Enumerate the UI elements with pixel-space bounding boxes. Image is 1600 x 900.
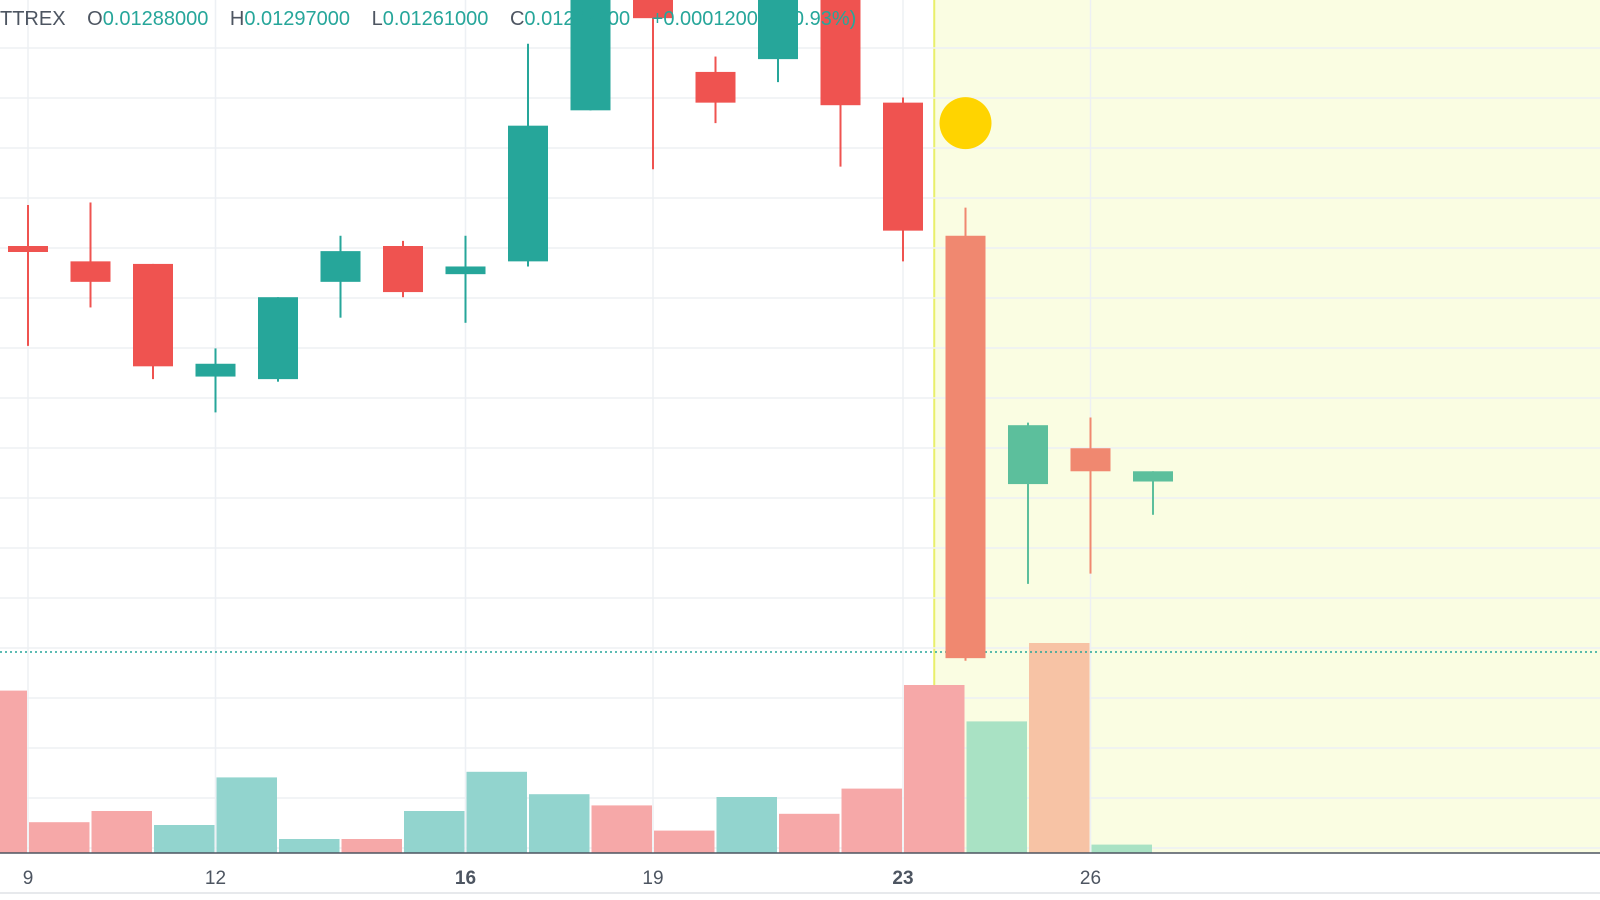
volume-bar bbox=[591, 805, 652, 853]
symbol-label: TTREX bbox=[0, 8, 66, 30]
candle-body bbox=[883, 102, 923, 231]
candle-body bbox=[633, 0, 673, 19]
volume-bar bbox=[404, 811, 465, 853]
x-tick-label: 19 bbox=[642, 868, 663, 889]
candle-body bbox=[1008, 425, 1048, 485]
candle-body bbox=[758, 0, 798, 60]
close-value: 0.01297000 bbox=[524, 8, 631, 30]
change-value: +0.00012000 (+0.93%) bbox=[651, 8, 857, 30]
candle-body bbox=[320, 251, 361, 282]
candle-body bbox=[70, 261, 111, 282]
volume-bar bbox=[779, 813, 840, 853]
volume-bar bbox=[841, 788, 902, 853]
high-label: H bbox=[229, 8, 245, 30]
volume-bar bbox=[91, 811, 152, 853]
volume-bar bbox=[1091, 844, 1152, 853]
volume-bar bbox=[154, 825, 215, 853]
x-tick-label: 12 bbox=[205, 868, 226, 889]
volume-bar bbox=[716, 797, 777, 853]
candle-body bbox=[195, 363, 236, 377]
low-value: 0.01261000 bbox=[382, 8, 489, 30]
volume-bar bbox=[216, 777, 277, 853]
x-axis: 9 12 16 19 23 26 bbox=[0, 852, 1600, 894]
volume-bar bbox=[966, 721, 1027, 853]
x-tick-label: 23 bbox=[892, 868, 913, 889]
volume-bar bbox=[466, 771, 527, 853]
candles bbox=[8, 0, 1173, 661]
candle-body bbox=[383, 246, 423, 293]
x-tick-label: 9 bbox=[23, 868, 34, 889]
volume-bar bbox=[0, 690, 27, 853]
candle-body bbox=[820, 0, 861, 106]
candle-body bbox=[445, 266, 486, 275]
open-value: 0.01288000 bbox=[102, 8, 209, 30]
event-marker[interactable] bbox=[939, 97, 992, 150]
open-label: O bbox=[87, 8, 103, 30]
low-label: L bbox=[371, 8, 383, 30]
candle-body bbox=[8, 246, 48, 252]
volume-bar bbox=[904, 685, 965, 853]
ohlc-legend: TTREX O0.01288000 H0.01297000 L0.0126100… bbox=[0, 8, 872, 31]
volume-bars bbox=[0, 643, 1152, 853]
candle-body bbox=[258, 297, 298, 380]
candle-body bbox=[133, 263, 173, 367]
event-marker-dot[interactable] bbox=[939, 97, 992, 150]
candle-body bbox=[1070, 448, 1111, 472]
volume-bar bbox=[341, 839, 402, 853]
volume-bar bbox=[654, 830, 715, 853]
candle-body bbox=[508, 125, 548, 262]
close-label: C bbox=[509, 8, 525, 30]
volume-bar bbox=[29, 822, 90, 853]
candle-body bbox=[1133, 471, 1173, 482]
volume-bar bbox=[529, 794, 590, 853]
candle-body bbox=[945, 235, 986, 659]
volume-bar bbox=[1029, 643, 1090, 853]
candle-body bbox=[570, 0, 611, 111]
x-tick-label: 26 bbox=[1080, 868, 1101, 889]
x-tick-label: 16 bbox=[455, 868, 476, 889]
candle-body bbox=[695, 71, 736, 103]
volume-bar bbox=[279, 839, 340, 853]
high-value: 0.01297000 bbox=[244, 8, 351, 30]
